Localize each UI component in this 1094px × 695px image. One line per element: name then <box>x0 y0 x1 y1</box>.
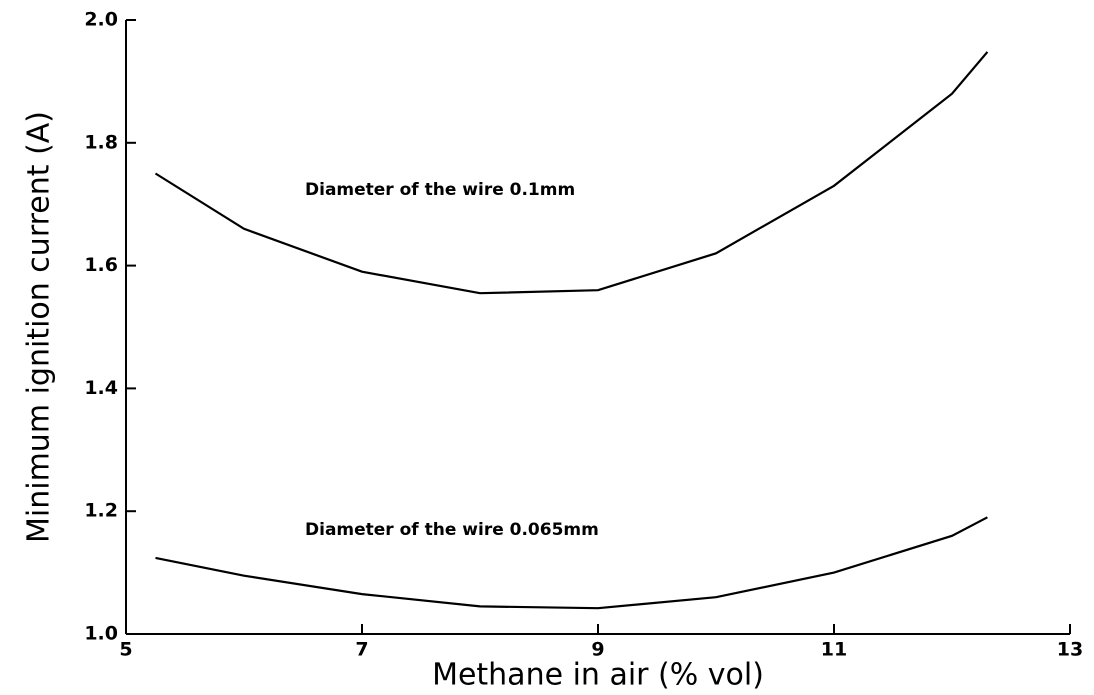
y-tick-label: 1.6 <box>84 254 118 276</box>
curve-label: Diameter of the wire 0.065mm <box>305 520 599 540</box>
y-tick-label: 1.0 <box>84 623 118 645</box>
y-tick-label: 1.4 <box>84 377 118 399</box>
y-tick-label: 2.0 <box>84 9 118 31</box>
x-tick-label: 5 <box>119 639 132 661</box>
x-tick-label: 11 <box>821 639 847 661</box>
x-tick-label: 9 <box>591 639 604 661</box>
line-series <box>154 51 989 295</box>
curve-label: Diameter of the wire 0.1mm <box>305 180 575 200</box>
y-tick-label: 1.2 <box>84 500 118 522</box>
x-axis-label: Methane in air (% vol) <box>432 658 764 693</box>
line-series <box>155 516 988 610</box>
x-tick-label: 13 <box>1057 639 1083 661</box>
y-tick-label: 1.8 <box>84 131 118 153</box>
x-tick-label: 7 <box>355 639 368 661</box>
y-axis-label: Minimum ignition current (A) <box>22 111 57 543</box>
